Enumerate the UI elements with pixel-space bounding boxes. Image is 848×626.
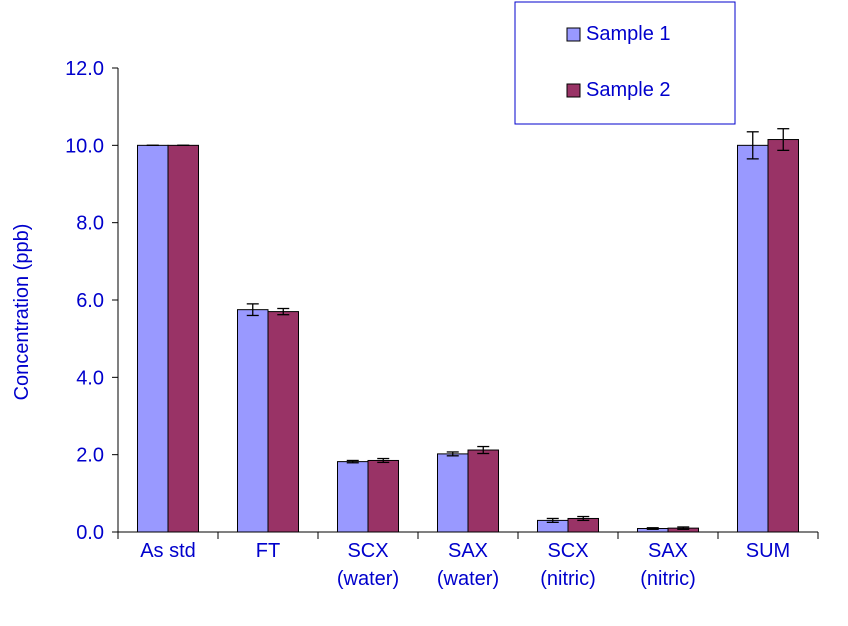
x-tick-label: (nitric) <box>640 568 696 590</box>
legend-swatch <box>566 27 581 42</box>
error-bar <box>246 303 259 317</box>
x-tick-label: SCX <box>547 540 588 562</box>
bar-2 <box>767 139 799 533</box>
x-tick-label: SAX <box>448 540 488 562</box>
x-tick-label: SCX <box>347 540 388 562</box>
error-bar <box>346 459 359 464</box>
bar-2 <box>267 311 299 533</box>
x-tick-label: (nitric) <box>540 568 596 590</box>
bars <box>137 139 799 533</box>
x-tick-labels: As std FT SCX (water) SAX (water) SCX (nitric) S… <box>140 540 790 590</box>
error-bar <box>677 526 690 530</box>
y-tick-label: 0.0 <box>76 522 104 544</box>
error-bar <box>477 445 490 455</box>
x-tick-label: As std <box>140 540 196 562</box>
error-bar <box>446 451 459 457</box>
bar-2 <box>467 449 499 533</box>
error-bar <box>746 131 759 160</box>
y-tick-label: 8.0 <box>76 213 104 235</box>
error-bar <box>277 307 290 316</box>
y-tick-label: 12.0 <box>65 58 104 80</box>
y-tick-labels: 0.0 2.0 4.0 6.0 8.0 10.0 12.0 <box>65 58 104 544</box>
x-tick-label: (water) <box>337 568 399 590</box>
bar-1 <box>137 144 169 533</box>
x-tick-label: SUM <box>746 540 790 562</box>
error-bars <box>146 128 790 530</box>
axes <box>112 67 819 539</box>
y-tick-label: 6.0 <box>76 290 104 312</box>
bar-1 <box>337 461 369 533</box>
y-tick-label: 4.0 <box>76 367 104 389</box>
legend-swatch <box>566 83 581 98</box>
x-tick-label: SAX <box>648 540 688 562</box>
legend-label: Sample 1 <box>586 23 671 45</box>
y-axis-title: Concentration (ppb) <box>11 224 33 401</box>
bar-1 <box>437 453 469 533</box>
error-bar <box>646 527 659 530</box>
error-bar <box>546 517 559 523</box>
legend-label: Sample 2 <box>586 79 671 101</box>
error-bar <box>577 515 590 522</box>
legend: Sample 1 Sample 2 <box>514 1 736 125</box>
bar-2 <box>167 144 199 533</box>
x-tick-label: (water) <box>437 568 499 590</box>
y-tick-label: 2.0 <box>76 445 104 467</box>
x-tick-label: FT <box>256 540 280 562</box>
bar-1 <box>737 144 769 533</box>
error-bar <box>377 457 390 464</box>
bar-2 <box>367 459 399 533</box>
y-tick-label: 10.0 <box>65 135 104 157</box>
error-bar <box>777 128 790 152</box>
legend-box <box>514 1 736 125</box>
bar-1 <box>237 309 269 533</box>
